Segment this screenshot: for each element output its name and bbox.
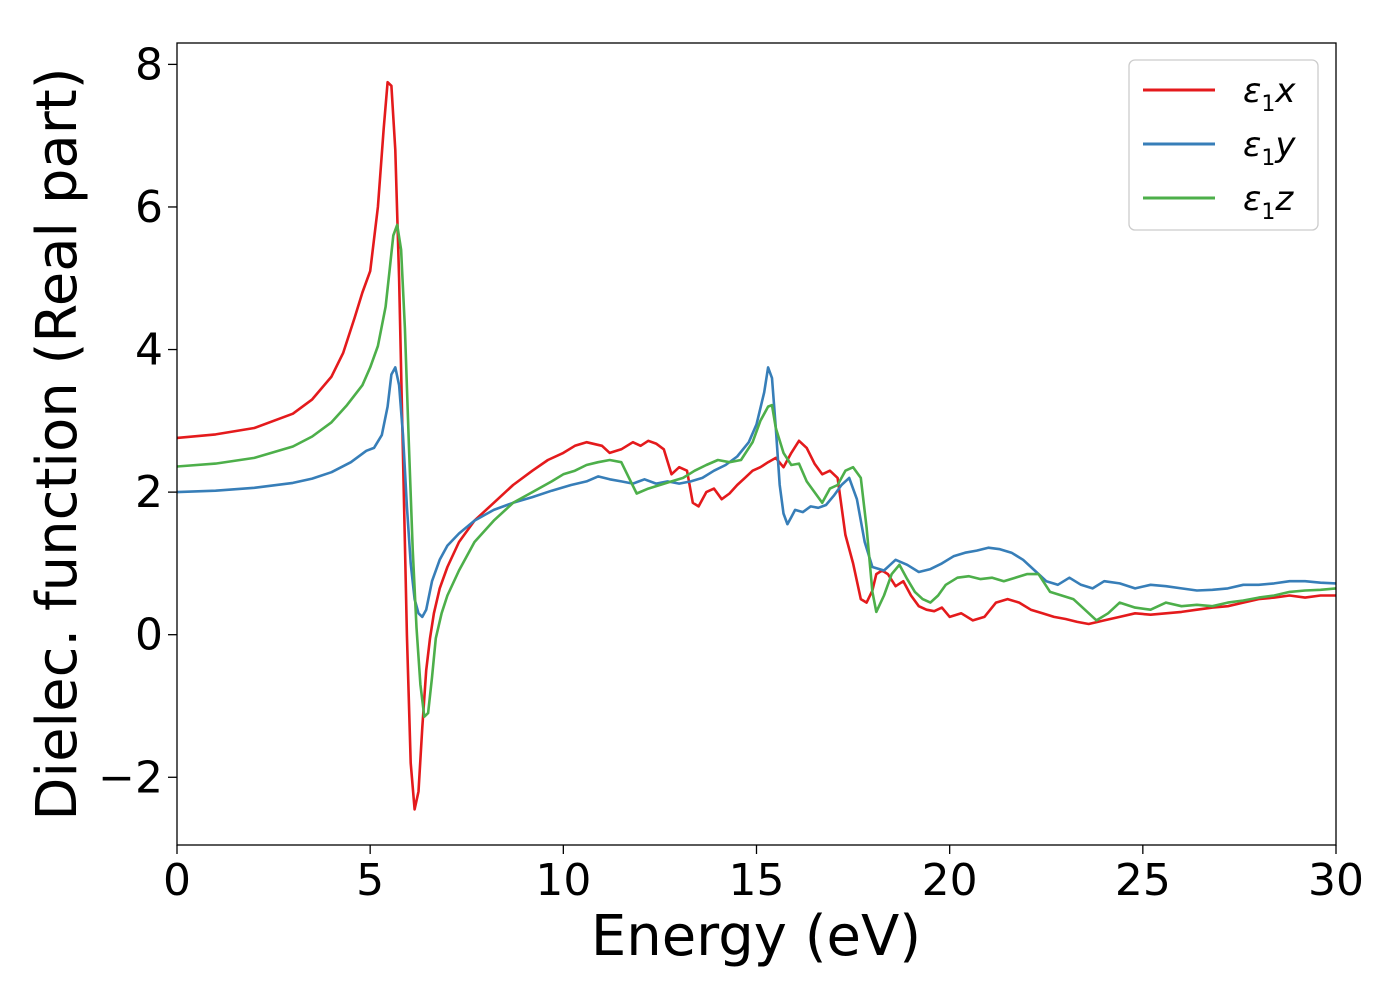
x-axis: 0 5 10 15 20 25 30 — [163, 845, 1364, 906]
x-tick-label: 5 — [356, 855, 384, 906]
series-layer — [177, 80, 1336, 811]
y-axis-label: Dielec. function (Real part) — [25, 67, 90, 820]
x-tick-label: 30 — [1308, 855, 1364, 906]
series-line-z — [177, 223, 1336, 718]
x-tick-label: 0 — [163, 855, 191, 906]
x-axis-label: Energy (eV) — [591, 904, 921, 969]
y-tick-label: 4 — [135, 325, 163, 376]
y-tick-label: 2 — [135, 467, 163, 518]
y-tick-label: 0 — [135, 610, 163, 661]
legend-box — [1128, 59, 1319, 231]
y-tick-label: 8 — [135, 39, 163, 90]
x-tick-label: 25 — [1115, 855, 1171, 906]
y-tick-label: 6 — [135, 182, 163, 233]
legend-label-x: ε1x — [1243, 71, 1296, 117]
legend-label-z: ε1z — [1243, 179, 1294, 225]
legend: ε1x ε1y ε1z — [1128, 59, 1319, 231]
legend-label-y: ε1y — [1243, 125, 1296, 171]
series-line-x — [177, 80, 1336, 811]
y-tick-label: −2 — [98, 752, 163, 803]
x-tick-label: 20 — [922, 855, 978, 906]
x-tick-label: 10 — [535, 855, 591, 906]
x-tick-label: 15 — [729, 855, 785, 906]
y-axis: −2 0 2 4 6 8 — [98, 39, 177, 803]
